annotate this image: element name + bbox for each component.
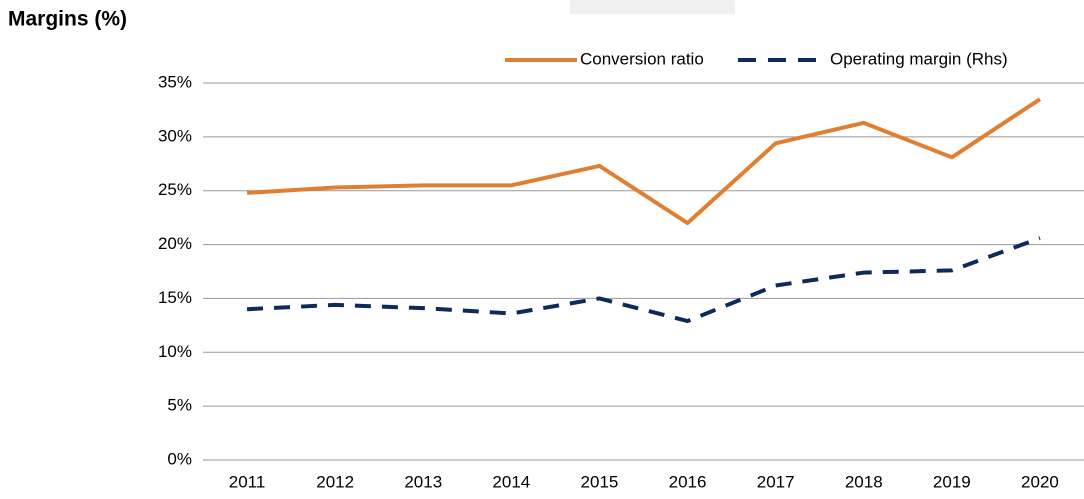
overlay-box	[570, 0, 735, 14]
y-tick-label: 25%	[158, 180, 192, 199]
chart-title: Margins (%)	[8, 8, 127, 31]
y-tick-label: 10%	[158, 342, 192, 361]
x-tick-label: 2012	[316, 472, 354, 491]
y-tick-label: 20%	[158, 234, 192, 253]
legend-label: Conversion ratio	[580, 49, 704, 68]
x-tick-label: 2014	[492, 472, 530, 491]
x-tick-label: 2015	[581, 472, 619, 491]
y-tick-label: 0%	[167, 449, 192, 468]
x-tick-label: 2020	[1021, 472, 1059, 491]
series-line	[246, 236, 1041, 324]
x-tick-label: 2018	[845, 472, 883, 491]
x-tick-label: 2013	[404, 472, 442, 491]
y-tick-label: 15%	[158, 288, 192, 307]
series-line	[246, 97, 1042, 226]
x-tick-label: 2019	[933, 472, 971, 491]
legend-label: Operating margin (Rhs)	[830, 49, 1008, 68]
y-tick-label: 5%	[167, 396, 192, 415]
y-tick-label: 35%	[158, 72, 192, 91]
x-tick-label: 2017	[757, 472, 795, 491]
x-tick-label: 2011	[229, 472, 266, 491]
y-tick-label: 30%	[158, 126, 192, 145]
x-tick-label: 2016	[669, 472, 707, 491]
